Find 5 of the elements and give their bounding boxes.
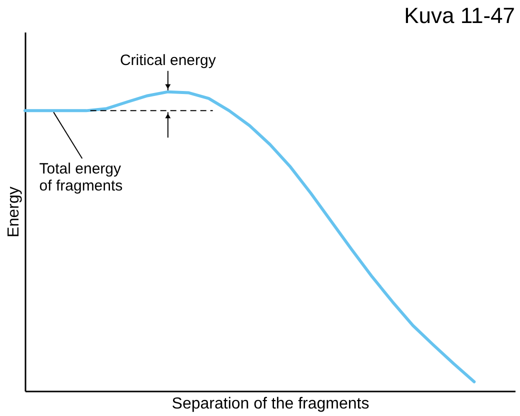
text: Critical energy [120,52,216,69]
x-axis-title: Separation of the fragments [172,396,370,412]
annotation: Total energy of fragments [39,160,123,195]
y-axis-title: Energy [6,186,22,238]
chart-title: Kuva 11-47 [404,3,515,28]
